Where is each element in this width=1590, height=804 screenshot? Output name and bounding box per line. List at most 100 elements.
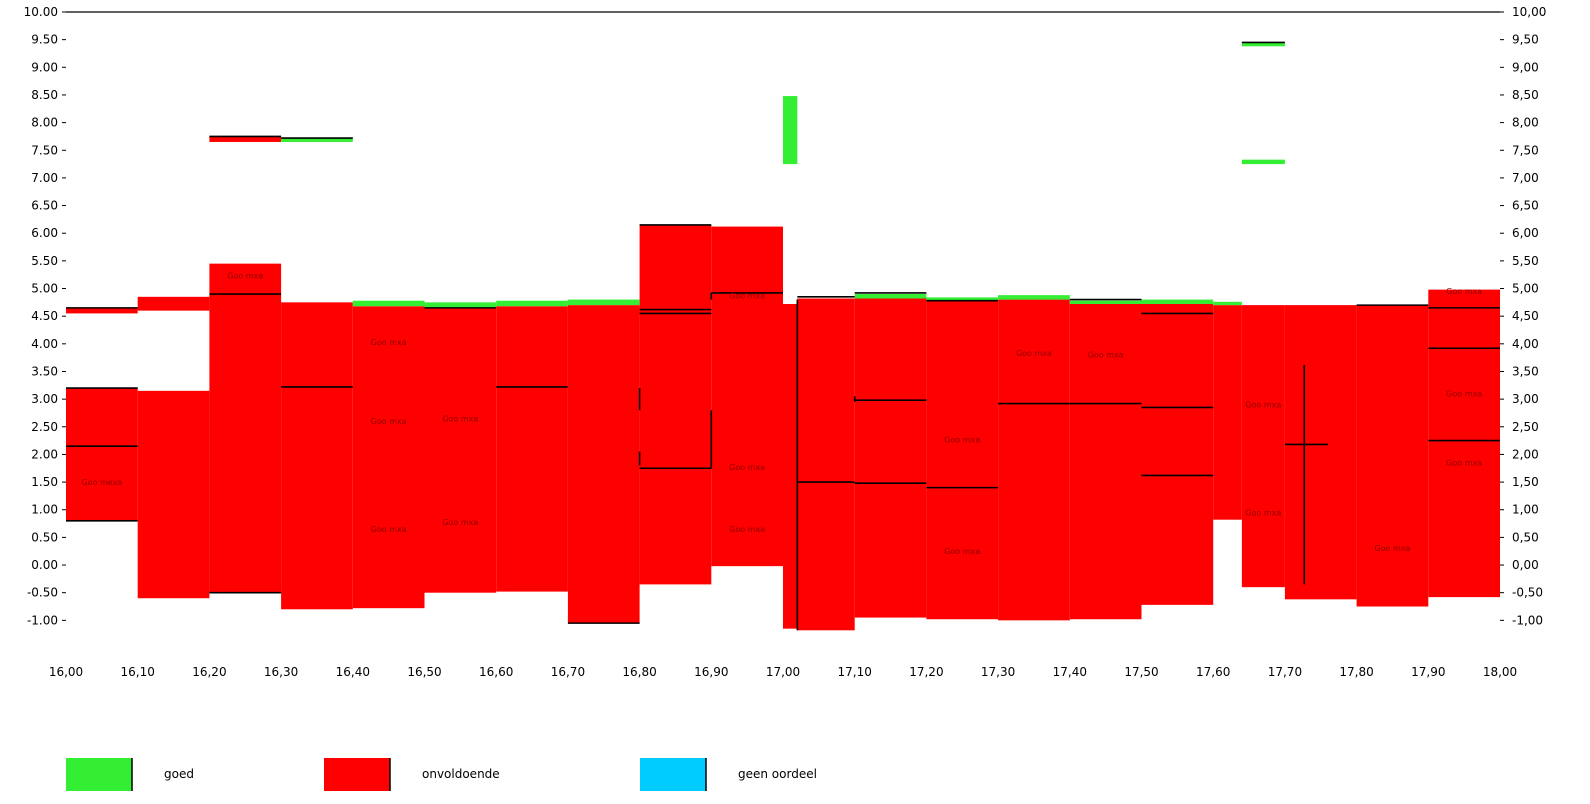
y-tick-label-right: 0,50 <box>1512 530 1539 544</box>
legend-swatch-geen_oordeel <box>640 758 706 791</box>
bar-goed <box>783 96 798 165</box>
data-label: Goo mxa <box>371 338 407 347</box>
y-tick-label-right: 3,50 <box>1512 364 1539 378</box>
data-label: Goo mxa <box>729 291 765 300</box>
bar-onvoldoende <box>783 304 798 629</box>
axes-layer: 10.00 9.50 9.00 8.50 8.00 7.50 7.00 6.50 6.00 5.5… <box>24 5 1547 679</box>
y-tick-label-left: 2.00 <box>31 447 58 461</box>
bars-layer <box>66 42 1500 631</box>
x-tick-label: 16,90 <box>694 665 728 679</box>
data-label: Goo mxa <box>944 547 980 556</box>
x-tick-label: 17,70 <box>1268 665 1302 679</box>
y-tick-label-left: 9.50 <box>31 33 58 47</box>
y-tick-label-right: 10,00 <box>1512 5 1546 19</box>
x-tick-label: 17,00 <box>766 665 800 679</box>
y-tick-label-right: 0,00 <box>1512 558 1539 572</box>
bar-onvoldoende <box>926 300 999 620</box>
bar-onvoldoende <box>209 136 282 142</box>
y-tick-label-right: 8,00 <box>1512 116 1539 130</box>
bar-goed <box>926 297 999 301</box>
y-tick-label-right: 3,00 <box>1512 392 1539 406</box>
y-tick-label-left: 3.00 <box>31 392 58 406</box>
y-tick-label-left: 5.50 <box>31 254 58 268</box>
x-tick-label: 17,60 <box>1196 665 1230 679</box>
data-labels-layer: Goo mexa Goo mxa Goo mxa Goo mxa Goo mxa Goo … <box>81 272 1482 556</box>
x-tick-label: 16,40 <box>336 665 370 679</box>
bar-goed <box>281 138 353 142</box>
legend-label-onvoldoende: onvoldoende <box>422 767 500 781</box>
y-tick-label-left: 6.50 <box>31 199 58 213</box>
data-label: Goo mxa <box>1446 458 1482 467</box>
x-tick-label: 16,20 <box>192 665 226 679</box>
x-tick-label: 17,50 <box>1124 665 1158 679</box>
bar-onvoldoende <box>1428 289 1500 598</box>
y-tick-label-right: 9,50 <box>1512 33 1539 47</box>
y-tick-label-right: 2,00 <box>1512 447 1539 461</box>
y-tick-label-left: 1.00 <box>31 503 58 517</box>
bar-goed <box>1141 299 1214 305</box>
bar-goed <box>567 299 640 306</box>
bar-onvoldoende <box>639 224 712 585</box>
y-tick-label-left: 0.00 <box>31 558 58 572</box>
x-tick-label: 18,00 <box>1483 665 1517 679</box>
data-label: Goo mexa <box>81 478 122 487</box>
y-tick-label-right: 9,00 <box>1512 60 1539 74</box>
legend-label-geen_oordeel: geen oordeel <box>738 767 817 781</box>
data-label: Goo mxa <box>944 435 980 444</box>
x-tick-label: 17,40 <box>1053 665 1087 679</box>
bar-onvoldoende <box>1213 305 1242 520</box>
y-tick-label-right: 5,00 <box>1512 282 1539 296</box>
bar-goed <box>496 300 568 307</box>
data-label: Goo mxa <box>1016 349 1052 358</box>
y-tick-label-right: 5,50 <box>1512 254 1539 268</box>
y-tick-label-left: 6.00 <box>31 226 58 240</box>
bar-onvoldoende <box>209 263 282 593</box>
data-label: Goo mxa <box>442 518 478 527</box>
bar-onvoldoende <box>1356 305 1429 607</box>
bar-onvoldoende <box>1284 305 1357 600</box>
data-label: Goo mxa <box>1446 287 1482 296</box>
bar-onvoldoende <box>424 307 497 593</box>
data-label: Goo mxa <box>1374 544 1410 553</box>
y-tick-label-left: 9.00 <box>31 60 58 74</box>
bar-onvoldoende <box>1141 304 1214 605</box>
x-tick-label: 17,10 <box>838 665 872 679</box>
bar-onvoldoende <box>998 299 1070 621</box>
x-tick-label: 16,80 <box>622 665 656 679</box>
x-tick-label: 16,50 <box>407 665 441 679</box>
bar-onvoldoende <box>352 306 425 609</box>
bar-onvoldoende <box>66 388 138 521</box>
bar-onvoldoende <box>281 302 353 610</box>
data-label: Goo mxa <box>371 417 407 426</box>
x-tick-label: 17,90 <box>1411 665 1445 679</box>
bar-goed <box>1213 301 1242 306</box>
y-tick-label-left: 10.00 <box>24 5 58 19</box>
y-tick-label-left: 3.50 <box>31 364 58 378</box>
x-tick-label: 17,80 <box>1339 665 1373 679</box>
data-label: Goo mxa <box>1245 508 1281 517</box>
y-tick-label-right: 6,50 <box>1512 199 1539 213</box>
bar-onvoldoende <box>496 306 568 592</box>
y-tick-label-left: 4.50 <box>31 309 58 323</box>
y-tick-label-left: -0.50 <box>27 586 58 600</box>
bar-onvoldoende <box>797 298 855 631</box>
x-tick-label: 16,70 <box>551 665 585 679</box>
y-tick-label-left: 0.50 <box>31 530 58 544</box>
x-tick-label: 17,20 <box>909 665 943 679</box>
legend-swatch-goed <box>66 758 132 791</box>
bar-onvoldoende <box>711 226 783 567</box>
y-tick-label-left: 8.00 <box>31 116 58 130</box>
x-tick-label: 16,30 <box>264 665 298 679</box>
bar-goed <box>424 302 497 308</box>
x-tick-label: 16,10 <box>121 665 155 679</box>
bar-onvoldoende <box>567 305 640 624</box>
y-tick-label-right: 8,50 <box>1512 88 1539 102</box>
y-tick-label-right: 7,00 <box>1512 171 1539 185</box>
y-tick-label-left: 7.50 <box>31 143 58 157</box>
y-tick-label-left: 5.00 <box>31 282 58 296</box>
bar-goed <box>998 295 1070 300</box>
bar-onvoldoende <box>66 307 138 314</box>
lines-layer <box>66 41 1500 631</box>
legend: goed onvoldoende geen oordeel <box>66 758 817 791</box>
